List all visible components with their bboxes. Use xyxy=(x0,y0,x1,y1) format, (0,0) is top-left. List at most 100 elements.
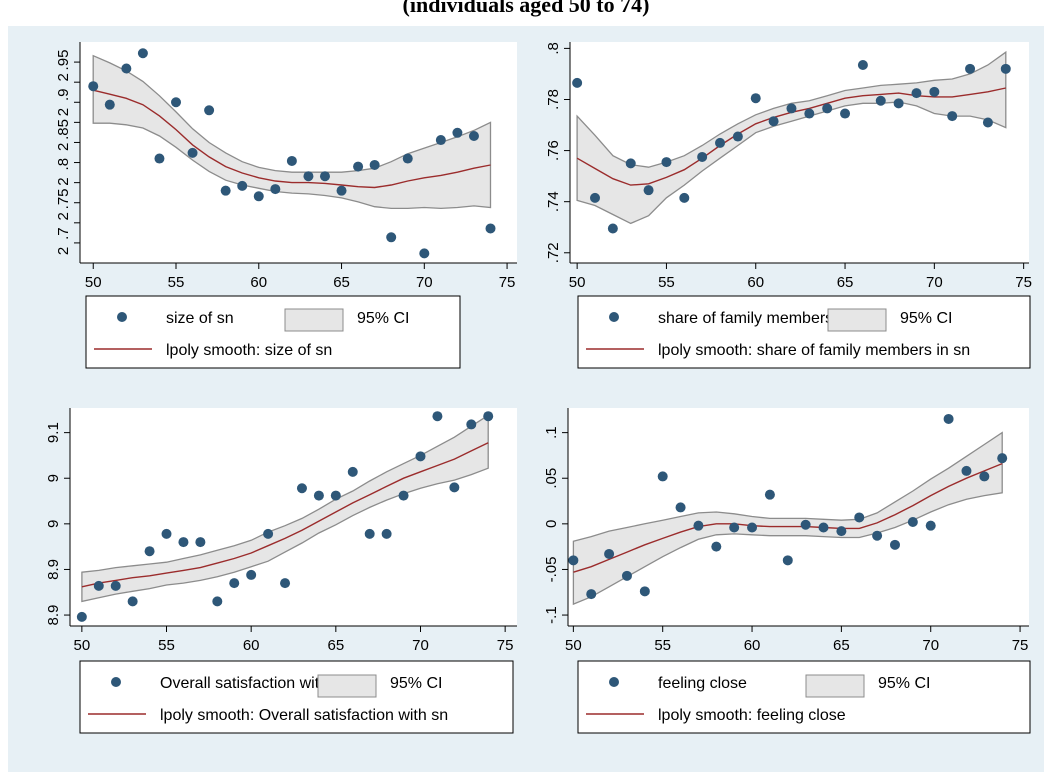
data-point xyxy=(822,103,833,114)
data-point xyxy=(336,185,347,196)
legend-points-label: size of sn xyxy=(166,310,234,327)
data-point xyxy=(893,98,904,109)
data-point xyxy=(729,522,740,533)
y-tick-label: .8 xyxy=(55,158,72,171)
data-point xyxy=(253,191,264,202)
x-tick-label: 65 xyxy=(333,274,350,291)
data-point xyxy=(786,103,797,114)
chart-panel-bottom-right: 50 55 60 65 70 75 -.1 -.05 0 .05 .1 feeling close 95… xyxy=(543,408,1031,734)
data-point xyxy=(590,192,601,203)
data-point xyxy=(270,184,281,195)
x-tick-label: 55 xyxy=(654,637,671,654)
data-point xyxy=(415,451,426,462)
smooth-line xyxy=(573,462,1003,573)
data-point xyxy=(432,411,443,422)
data-point xyxy=(280,578,291,589)
y-tick-label: .74 xyxy=(545,191,562,212)
data-point xyxy=(195,537,206,548)
figure-title: (individuals aged 50 to 74) xyxy=(402,0,650,17)
y-tick-label: .85 xyxy=(55,119,72,140)
data-point xyxy=(604,548,615,559)
x-tick-label: 70 xyxy=(926,274,943,291)
legend-points-label: feeling close xyxy=(658,675,747,692)
x-tick-label: 75 xyxy=(497,637,514,654)
legend-ci-label: 95% CI xyxy=(390,675,442,692)
ci-band xyxy=(572,431,1003,606)
data-point xyxy=(187,147,198,158)
legend-box xyxy=(577,660,1031,734)
y-tick-label: 2 xyxy=(55,212,72,220)
chart-panel-top-right: 50 55 60 65 70 75 .72 .74 .76 .78 .8 share of famil… xyxy=(545,42,1032,369)
data-point xyxy=(750,93,761,104)
data-point xyxy=(782,555,793,566)
legend-points-label: Overall satisfaction with sn xyxy=(160,675,349,692)
data-point xyxy=(220,185,231,196)
y-tick-label: .9 xyxy=(55,88,72,101)
x-tick-label: 50 xyxy=(565,637,582,654)
legend-point-marker xyxy=(609,677,619,687)
data-point xyxy=(675,502,686,513)
data-point xyxy=(661,157,672,168)
data-point xyxy=(764,489,775,500)
data-point xyxy=(889,539,900,550)
data-point xyxy=(657,471,668,482)
data-point xyxy=(419,248,430,259)
data-point xyxy=(347,466,358,477)
data-point xyxy=(246,569,257,580)
x-tick-label: 55 xyxy=(658,274,675,291)
data-point xyxy=(693,520,704,531)
data-point xyxy=(364,528,375,539)
legend-ci-label: 95% CI xyxy=(878,675,930,692)
legend-line-label: lpoly smooth: share of family members in… xyxy=(658,342,970,359)
legend-points-label: share of family members in sn xyxy=(658,310,871,327)
legend-box xyxy=(577,295,1031,369)
data-point xyxy=(732,131,743,142)
data-point xyxy=(875,95,886,106)
x-tick-label: 55 xyxy=(158,637,175,654)
data-point xyxy=(872,530,883,541)
data-point xyxy=(386,232,397,243)
data-point xyxy=(229,578,240,589)
y-tick-label: 2 xyxy=(55,73,72,81)
data-point xyxy=(961,465,972,476)
data-point xyxy=(137,48,148,59)
y-tick-label: .1 xyxy=(543,426,560,439)
data-point xyxy=(369,159,380,170)
x-tick-label: 75 xyxy=(499,274,516,291)
data-point xyxy=(330,490,341,501)
legend-box xyxy=(85,295,461,369)
data-point xyxy=(154,153,165,164)
data-point xyxy=(212,596,223,607)
data-point xyxy=(568,555,579,566)
x-tick-label: 65 xyxy=(833,637,850,654)
ci-band xyxy=(576,50,1007,225)
legend-line-label: lpoly smooth: Overall satisfaction with … xyxy=(160,707,448,724)
x-tick-label: 60 xyxy=(250,274,267,291)
data-point xyxy=(982,117,993,128)
data-point xyxy=(711,541,722,552)
plot-area xyxy=(568,408,1029,626)
y-tick-label: .76 xyxy=(545,140,562,161)
plot-area xyxy=(570,42,1029,263)
data-point xyxy=(171,97,182,108)
ci-band xyxy=(81,414,489,603)
data-point xyxy=(929,86,940,97)
data-point xyxy=(468,131,479,142)
y-tick-label: 9.1 xyxy=(45,422,62,443)
y-tick-label: 8.9 xyxy=(45,559,62,580)
data-point xyxy=(319,171,330,182)
data-point xyxy=(979,471,990,482)
x-tick-label: 75 xyxy=(1015,274,1032,291)
data-point xyxy=(586,589,597,600)
data-point xyxy=(435,135,446,146)
data-point xyxy=(353,161,364,172)
y-tick-label: .05 xyxy=(543,468,560,489)
x-tick-label: 75 xyxy=(1012,637,1029,654)
data-point xyxy=(93,580,104,591)
data-point xyxy=(237,180,248,191)
data-point xyxy=(313,490,324,501)
data-point xyxy=(263,528,274,539)
x-tick-label: 55 xyxy=(168,274,185,291)
data-point xyxy=(398,490,409,501)
